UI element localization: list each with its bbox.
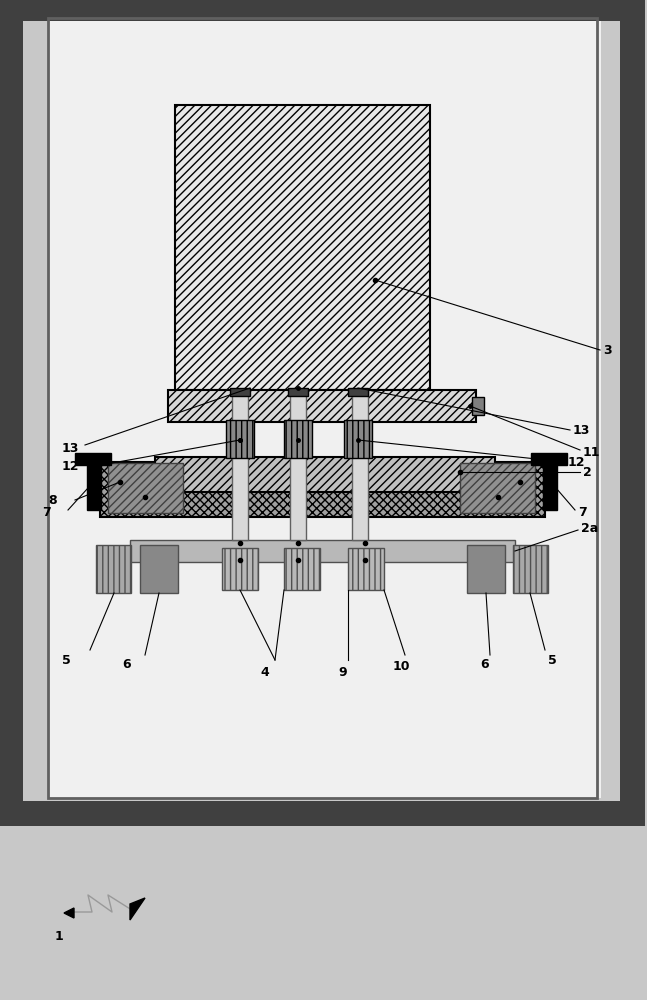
Text: 5: 5	[548, 654, 557, 666]
Text: 1: 1	[55, 930, 64, 943]
Text: 4: 4	[260, 666, 269, 678]
Polygon shape	[130, 898, 145, 920]
Text: 12: 12	[62, 460, 80, 474]
Text: 3: 3	[603, 344, 611, 357]
Text: 9: 9	[338, 666, 347, 678]
Bar	[472, 397, 484, 415]
Bar	[284, 548, 320, 590]
Text: 2a: 2a	[581, 522, 598, 534]
Bar	[222, 548, 258, 590]
Bar	[155, 457, 495, 492]
Bar	[348, 388, 368, 396]
Polygon shape	[64, 908, 74, 918]
Bar	[344, 420, 372, 458]
Bar	[10, 8, 632, 813]
Bar	[48, 18, 597, 798]
Text: 13: 13	[62, 442, 80, 454]
Bar	[96, 545, 131, 593]
Bar	[467, 545, 505, 593]
Text: 6: 6	[480, 658, 488, 672]
Bar	[284, 420, 312, 458]
Bar	[100, 462, 545, 517]
Text: 10: 10	[393, 660, 410, 674]
Text: 7: 7	[578, 506, 587, 518]
Bar	[288, 388, 308, 396]
Bar	[230, 388, 250, 396]
Bar	[543, 455, 557, 510]
Bar	[513, 545, 548, 593]
Text: 8: 8	[48, 493, 57, 506]
Bar	[87, 455, 101, 510]
Bar	[48, 18, 601, 798]
Bar	[168, 390, 476, 422]
Bar	[352, 390, 368, 540]
Bar	[531, 453, 567, 465]
Bar	[75, 453, 111, 465]
Bar	[140, 545, 178, 593]
Bar	[232, 390, 248, 540]
Bar	[175, 105, 430, 390]
Text: 13: 13	[573, 424, 590, 436]
Bar	[460, 463, 535, 513]
Bar	[226, 420, 254, 458]
Bar	[108, 463, 183, 513]
Text: 7: 7	[42, 506, 50, 518]
Bar	[130, 540, 515, 562]
Text: 12: 12	[568, 456, 586, 468]
Text: 2: 2	[583, 466, 592, 479]
Bar	[348, 548, 384, 590]
Text: 6: 6	[122, 658, 131, 672]
Bar	[290, 390, 306, 540]
Text: 11: 11	[583, 446, 600, 458]
Text: 5: 5	[62, 654, 71, 666]
